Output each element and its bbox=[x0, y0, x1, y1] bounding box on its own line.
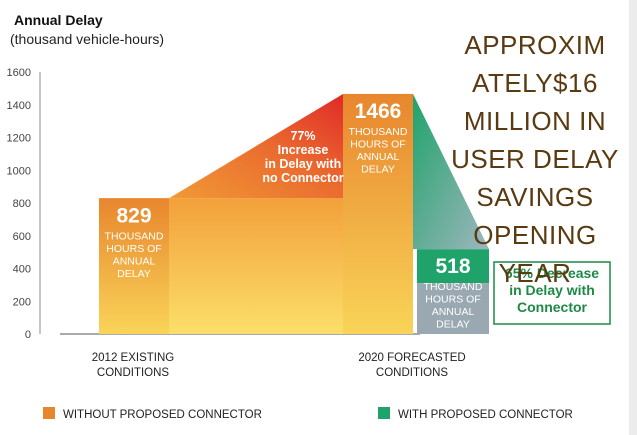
legend-label-with: WITH PROPOSED CONNECTOR bbox=[398, 409, 573, 421]
label-2020-with-unit-line: THOUSAND bbox=[424, 281, 483, 293]
y-tick-label: 400 bbox=[13, 264, 31, 276]
label-2012-unit-line: THOUSAND bbox=[105, 230, 164, 242]
label-2012-value: 829 bbox=[116, 204, 151, 227]
decrease-annotation-line: in Delay with bbox=[509, 282, 595, 298]
increase-annotation-line: 77% bbox=[290, 129, 315, 143]
headline-line: ATELY$16 bbox=[472, 68, 598, 98]
label-2020-without-unit-line: THOUSAND bbox=[349, 126, 408, 138]
label-2020-with-unit-line: DELAY bbox=[436, 319, 470, 331]
increase-wedge bbox=[169, 93, 343, 199]
headline-line: YEAR bbox=[498, 258, 572, 288]
chart-subtitle: (thousand vehicle-hours) bbox=[10, 31, 165, 47]
bar-2020-with bbox=[417, 283, 489, 334]
legend-swatch-without bbox=[43, 407, 55, 419]
y-tick-label: 1600 bbox=[7, 67, 31, 79]
category-label: 2012 EXISTING bbox=[92, 352, 175, 364]
y-tick-label: 200 bbox=[13, 296, 31, 308]
chart-shapes bbox=[99, 93, 489, 334]
bar-2020-without bbox=[343, 93, 413, 334]
headline-line: APPROXIM bbox=[464, 30, 606, 60]
decrease-annotation-box bbox=[493, 261, 611, 325]
y-tick-label: 1000 bbox=[7, 165, 31, 177]
decrease-wedge bbox=[413, 93, 489, 250]
label-2020-without-unit-line: DELAY bbox=[361, 163, 395, 175]
legend-swatch-with bbox=[378, 407, 390, 419]
increase-annotation-line: in Delay with bbox=[265, 157, 341, 171]
label-2020-with-value: 518 bbox=[435, 255, 470, 278]
label-2012-unit-line: ANNUAL bbox=[113, 255, 156, 267]
category-label: 2020 FORECASTED bbox=[358, 352, 465, 364]
headline-line: USER DELAY bbox=[451, 144, 619, 174]
headline-line: OPENING bbox=[473, 220, 597, 250]
label-2020-with-unit-line: ANNUAL bbox=[432, 306, 475, 318]
y-tick-label: 1400 bbox=[7, 100, 31, 112]
increase-annotation-line: no Connector bbox=[262, 171, 343, 185]
label-2012-unit-line: HOURS OF bbox=[106, 243, 161, 255]
increase-annotation-line: Increase bbox=[278, 143, 329, 157]
y-tick-label: 800 bbox=[13, 198, 31, 210]
label-2020-without-unit-line: ANNUAL bbox=[357, 151, 400, 163]
decrease-annotation-line: Connector bbox=[517, 299, 588, 315]
right-border bbox=[629, 0, 637, 435]
label-2012-unit-line: DELAY bbox=[117, 268, 151, 280]
category-label: CONDITIONS bbox=[97, 367, 170, 379]
headline-line: SAVINGS bbox=[476, 182, 594, 212]
headline-line: MILLION IN bbox=[463, 106, 607, 136]
chart-title: Annual Delay bbox=[14, 12, 103, 28]
y-tick-label: 0 bbox=[25, 329, 31, 341]
legend-label-without: WITHOUT PROPOSED CONNECTOR bbox=[63, 409, 262, 421]
decrease-annotation-line: 65% Decrease bbox=[505, 265, 599, 281]
y-tick-label: 600 bbox=[13, 231, 31, 243]
category-label: CONDITIONS bbox=[376, 367, 449, 379]
bar-2012-without bbox=[99, 198, 169, 334]
bar-2020-with-top bbox=[417, 249, 489, 284]
label-2020-without-value: 1466 bbox=[355, 100, 402, 123]
label-2020-with-unit-line: HOURS OF bbox=[425, 294, 480, 306]
savings-headline: APPROXIM ATELY$16 MILLION IN USER DELAY SAVI… bbox=[445, 26, 625, 292]
label-2020-without-unit-line: HOURS OF bbox=[350, 138, 405, 150]
y-tick-label: 1200 bbox=[7, 133, 31, 145]
legend: WITHOUT PROPOSED CONNECTOR WITH PROPOSED … bbox=[43, 407, 573, 421]
